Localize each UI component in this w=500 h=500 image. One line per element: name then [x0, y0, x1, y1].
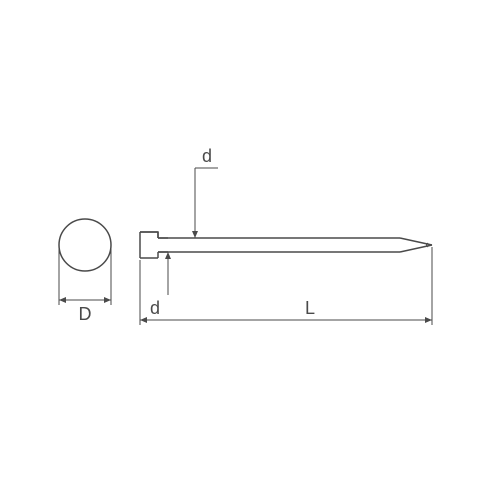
nail-side-view	[140, 232, 432, 258]
nail-head-front-view	[59, 219, 111, 271]
label-length: L	[305, 298, 315, 318]
label-shank-diameter-top: d	[202, 146, 212, 166]
dimension-shank-diameter-top	[195, 168, 218, 238]
nail-technical-diagram: D d d L	[0, 0, 500, 500]
dimension-length	[140, 247, 432, 325]
dimension-head-diameter	[59, 248, 111, 305]
label-head-diameter: D	[79, 304, 92, 324]
label-shank-diameter-left: d	[150, 298, 160, 318]
